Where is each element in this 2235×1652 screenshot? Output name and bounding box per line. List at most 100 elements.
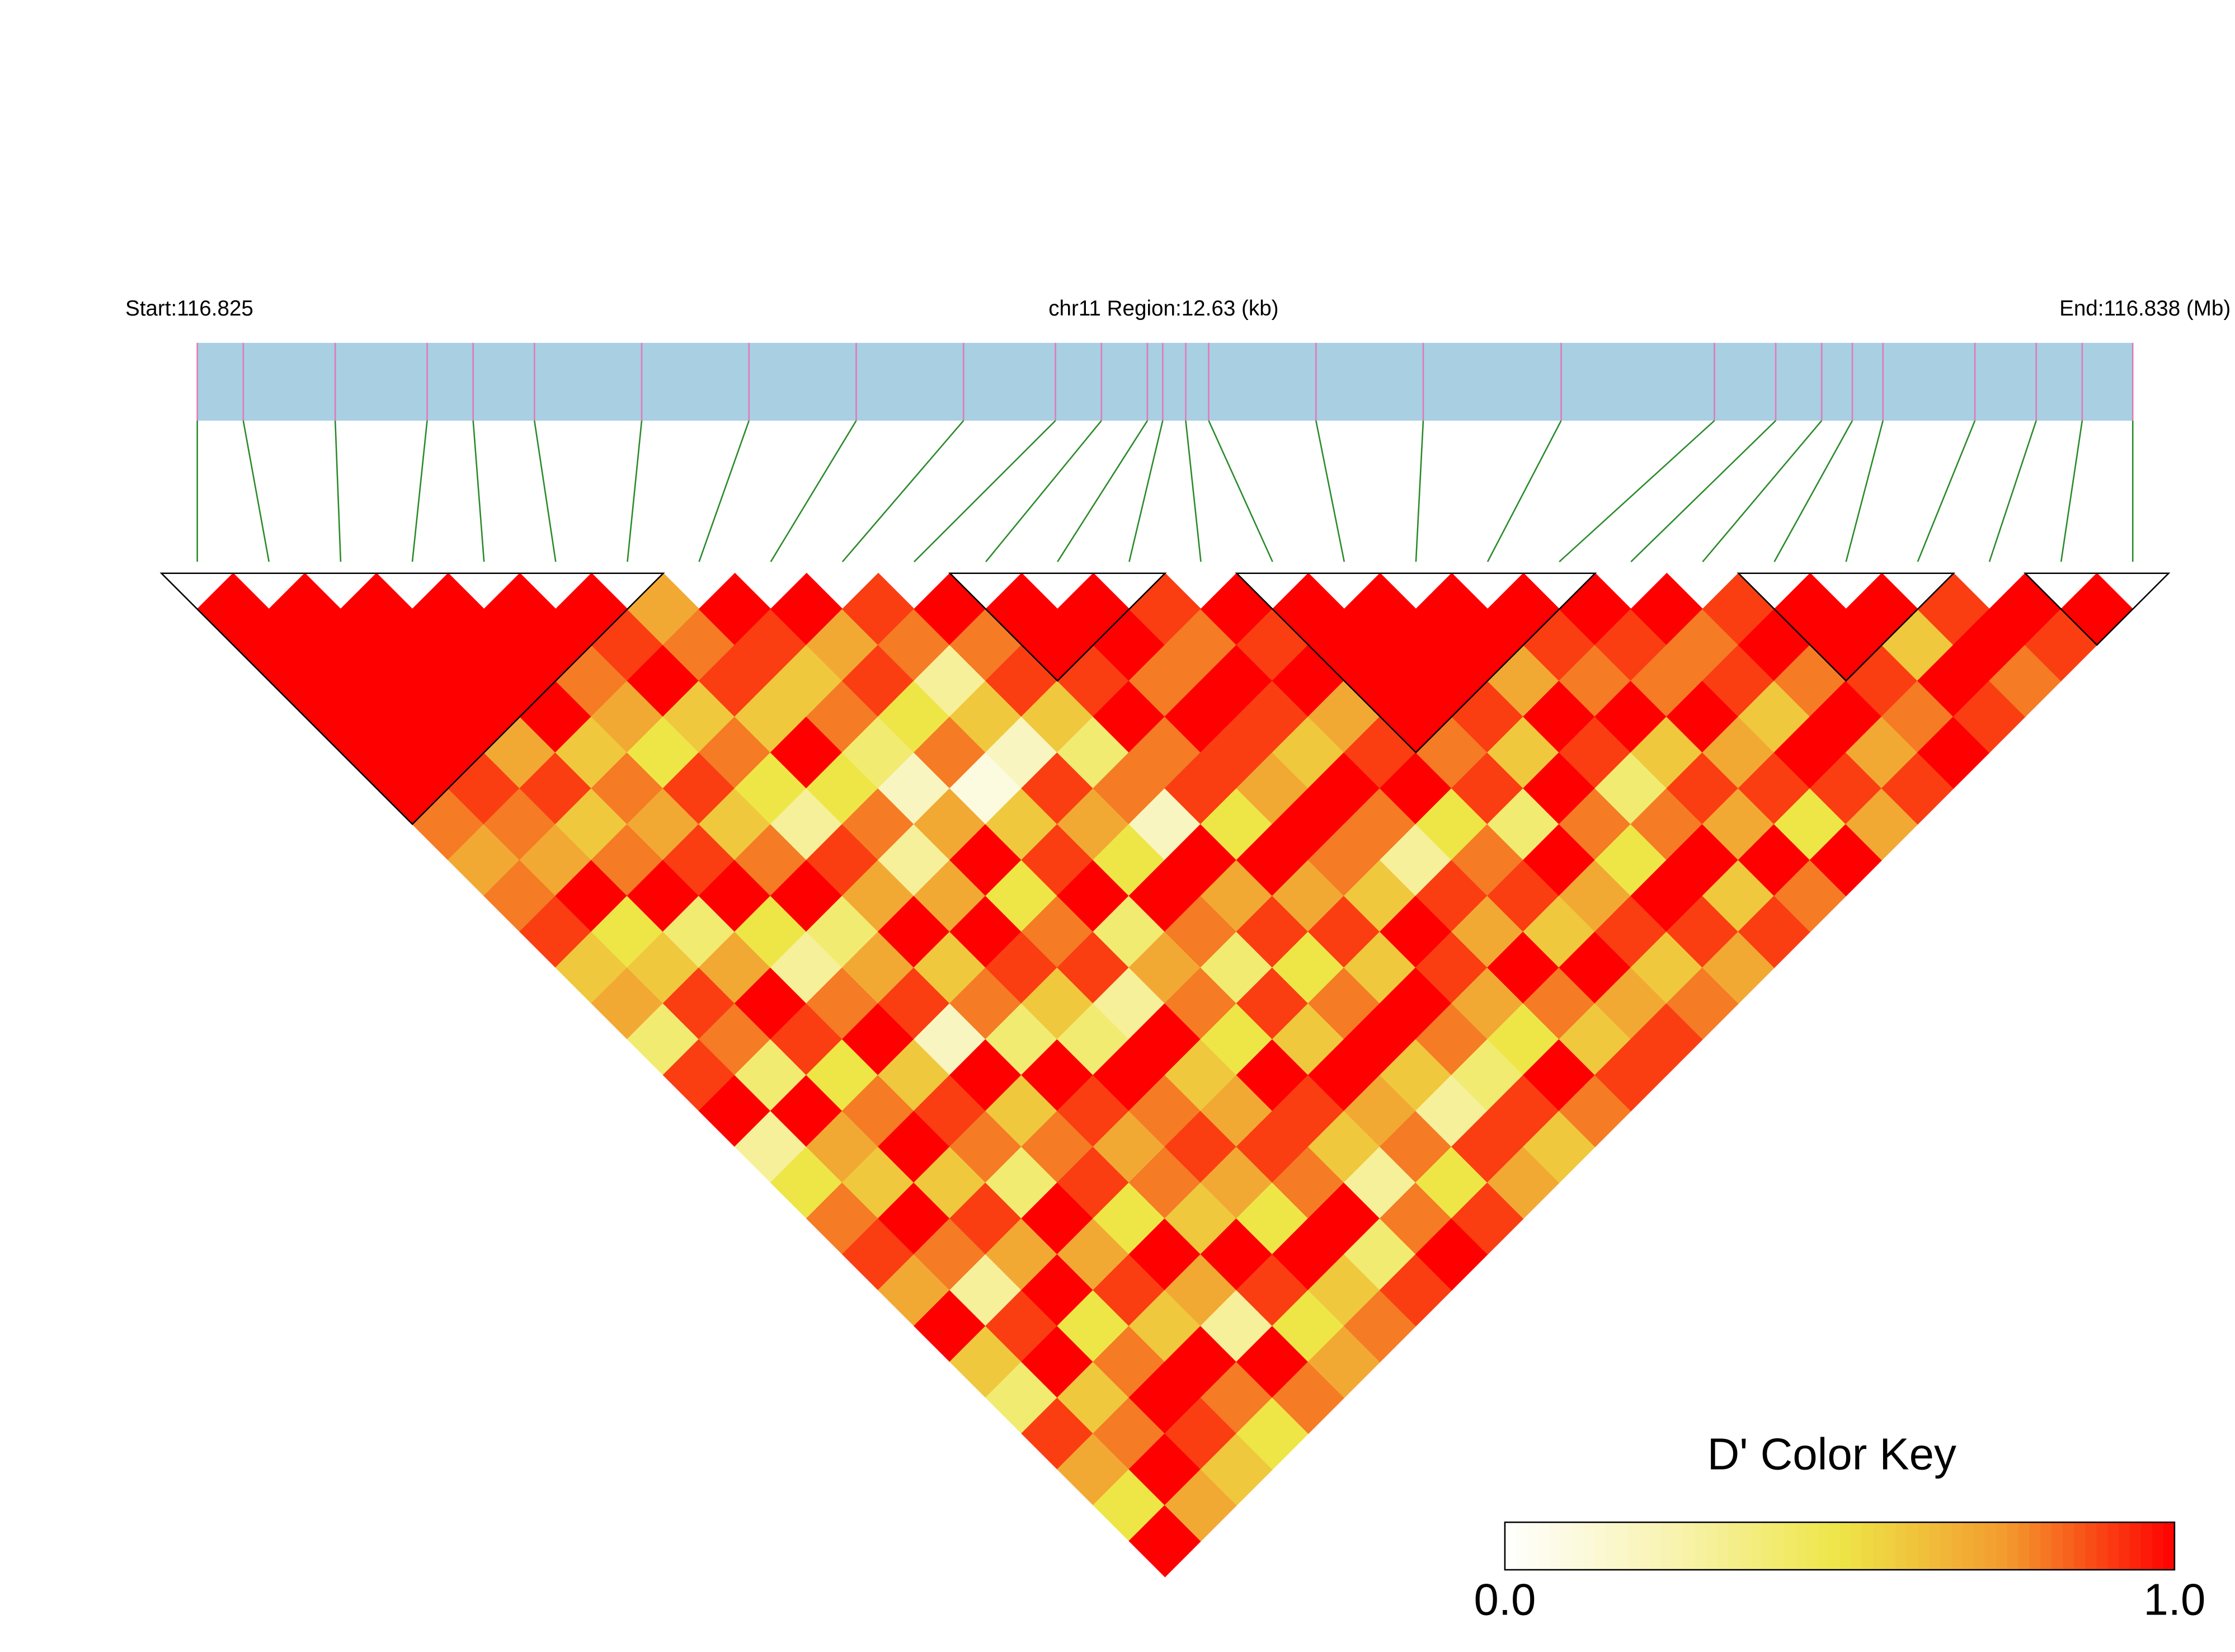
snp-link [985, 420, 1102, 562]
color-key-swatch [1594, 1522, 1606, 1570]
color-key-swatch [2096, 1522, 2109, 1570]
color-key-tick-label: 1.0 [2143, 1574, 2205, 1624]
color-key-swatch [1929, 1522, 1941, 1570]
snp-link [1208, 420, 1273, 562]
snp-link [1559, 420, 1715, 563]
color-key-swatch [2018, 1522, 2030, 1570]
color-key-swatch [1627, 1522, 1640, 1570]
color-key-swatch [2063, 1522, 2075, 1570]
color-key-swatch [1895, 1522, 1908, 1570]
color-key-swatch [1750, 1522, 1762, 1570]
color-key-swatch [2007, 1522, 2019, 1570]
snp-link [770, 420, 857, 562]
color-key-swatch [1907, 1522, 1919, 1570]
snp-link [1315, 420, 1345, 562]
color-key-swatch [1538, 1522, 1550, 1570]
color-key-swatch [2119, 1522, 2131, 1570]
snp-link [698, 420, 750, 562]
color-key-swatch [1851, 1522, 1863, 1570]
color-key-swatch [1672, 1522, 1685, 1570]
snp-link [1702, 420, 1823, 562]
color-key-swatch [2163, 1522, 2175, 1570]
snp-link [2060, 420, 2083, 562]
color-key-swatch [1728, 1522, 1740, 1570]
color-key-swatch [2130, 1522, 2142, 1570]
ld-block [1235, 572, 1597, 754]
ld-block [2023, 572, 2171, 646]
color-key-swatch [1504, 1522, 1517, 1570]
color-key-frame [1504, 1521, 2176, 1571]
color-key-swatch [1839, 1522, 1852, 1570]
color-key-swatch [2052, 1522, 2064, 1570]
color-key-swatch [1795, 1522, 1807, 1570]
ld-block [948, 572, 1167, 682]
snp-link [914, 420, 1056, 563]
color-key-swatch [1940, 1522, 1952, 1570]
color-key-swatch [1716, 1522, 1729, 1570]
ld-block [159, 572, 665, 826]
color-key-swatch [2107, 1522, 2120, 1570]
color-key-swatch [1996, 1522, 2008, 1570]
snp-link [1773, 420, 1853, 562]
color-key-swatch [1661, 1522, 1673, 1570]
color-key-swatch [1616, 1522, 1629, 1570]
snp-link [1845, 420, 1884, 562]
color-key-tick-label: 0.0 [1474, 1574, 1536, 1624]
color-key-swatch [1706, 1522, 1718, 1570]
snp-link [1415, 420, 1424, 562]
color-key-swatch [2085, 1522, 2097, 1570]
snp-link [411, 420, 428, 562]
color-key-swatch [1761, 1522, 1773, 1570]
snp-link [242, 420, 270, 562]
color-key-title: D' Color Key [1707, 1429, 1956, 1479]
color-key-swatch [1605, 1522, 1617, 1570]
snp-link [334, 420, 342, 562]
snp-link [1128, 420, 1164, 562]
color-key-swatch [1739, 1522, 1751, 1570]
snp-link [1988, 420, 2037, 562]
color-key-swatch [1918, 1522, 1930, 1570]
snp-link [1486, 420, 1562, 562]
color-key-swatch [1516, 1522, 1528, 1570]
color-key-swatch [1639, 1522, 1651, 1570]
snp-link [472, 420, 485, 562]
color-key-swatch [2141, 1522, 2153, 1570]
color-key-swatch [1560, 1522, 1573, 1570]
color-key-swatch [1951, 1522, 1963, 1570]
color-key-swatch [1806, 1522, 1818, 1570]
ld-block [1737, 572, 1956, 682]
color-key-swatch [1984, 1522, 1997, 1570]
color-key-swatch [1772, 1522, 1785, 1570]
color-key-swatch [2040, 1522, 2053, 1570]
color-key-swatch [2152, 1522, 2164, 1570]
position-bar [197, 342, 2133, 421]
color-key-swatch [1527, 1522, 1539, 1570]
color-key-swatch [1962, 1522, 1974, 1570]
start-label: Start:116.825 [125, 296, 253, 321]
color-key-swatch [1549, 1522, 1561, 1570]
snp-link [1630, 420, 1776, 563]
snp-link [627, 420, 643, 562]
color-key-swatch [1784, 1522, 1796, 1570]
color-key-swatch [1873, 1522, 1885, 1570]
snp-link [1917, 420, 1976, 562]
color-key-swatch [1828, 1522, 1841, 1570]
color-key-swatch [1650, 1522, 1662, 1570]
snp-link [533, 420, 557, 562]
snp-link [1185, 420, 1202, 562]
color-key-swatch [1683, 1522, 1696, 1570]
color-key-swatch [1973, 1522, 1985, 1570]
snp-link [841, 420, 964, 562]
color-key-swatch [1695, 1522, 1707, 1570]
end-label: End:116.838 (Mb) [2059, 296, 2231, 321]
color-key-swatch [1884, 1522, 1897, 1570]
color-key-swatch [1571, 1522, 1584, 1570]
color-key-swatch [2074, 1522, 2086, 1570]
snp-link [1057, 420, 1149, 562]
color-key-swatch [1583, 1522, 1595, 1570]
color-key-swatch [2029, 1522, 2041, 1570]
chart-title: chr11 Region:12.63 (kb) [1048, 296, 1278, 321]
color-key-swatch [1817, 1522, 1829, 1570]
color-key-swatch [1862, 1522, 1874, 1570]
